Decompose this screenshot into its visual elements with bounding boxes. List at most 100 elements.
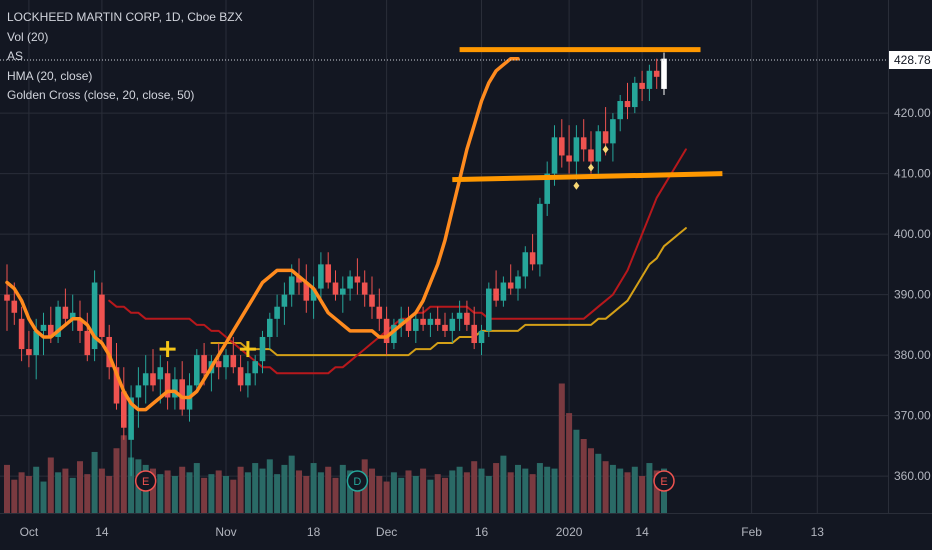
candle (566, 125, 572, 174)
candle (507, 264, 514, 295)
candle-body (434, 318, 441, 325)
volume-bar (179, 466, 186, 513)
volume-bar (369, 468, 375, 513)
volume-bar (201, 477, 208, 513)
candle-body (661, 58, 667, 89)
volume-bar (244, 472, 251, 513)
candle-body (405, 318, 412, 331)
volume-bar (390, 472, 397, 513)
candle (347, 270, 353, 301)
time-tick-label: 14 (95, 525, 109, 539)
candle (661, 52, 667, 95)
candle-body (602, 131, 609, 144)
volume-bar (376, 476, 383, 513)
volume-bar (106, 476, 113, 513)
candle (215, 343, 222, 380)
volume-bar (40, 481, 47, 513)
candle-body (142, 373, 149, 386)
candle-body (391, 324, 397, 344)
volume-bar (4, 464, 10, 513)
candle-body (537, 203, 543, 265)
candle-body (551, 137, 558, 174)
volume-bar (646, 463, 653, 513)
candle (493, 270, 499, 307)
volume-bar (274, 474, 281, 513)
candle (310, 276, 317, 319)
candle (486, 282, 492, 337)
volume-bar (230, 479, 237, 513)
candle-body (646, 70, 653, 89)
candle (522, 246, 529, 289)
time-tick-label: 16 (475, 525, 489, 539)
candle-body (62, 306, 69, 319)
candle-body (237, 367, 244, 386)
volume-bar (463, 472, 470, 513)
trend-line-drawing (452, 171, 723, 183)
candle-body (471, 324, 477, 344)
candle-body (223, 355, 229, 368)
volume-bar (223, 476, 229, 513)
candle-body (456, 312, 463, 319)
candle-body (281, 294, 288, 307)
candle-body (632, 82, 638, 108)
dividend-badge[interactable]: D (346, 470, 369, 492)
candle (99, 282, 105, 344)
candle-body (215, 361, 222, 368)
candle (40, 312, 47, 356)
candle-body (442, 324, 448, 331)
symbol-title[interactable]: LOCKHEED MARTIN CORP, 1D, Cboe BZX (7, 10, 243, 24)
candle-body (18, 318, 25, 350)
candle-body (464, 312, 470, 325)
candle-body (376, 306, 383, 319)
candle-body (325, 264, 331, 283)
candle (391, 318, 397, 350)
golden-cross-indicator-label[interactable]: Golden Cross (close, 20, close, 50) (7, 88, 195, 102)
candle (18, 306, 25, 362)
volume-bar (347, 470, 354, 513)
volume-bar (296, 470, 302, 513)
volume-bar (47, 457, 54, 513)
last-price-tag (889, 51, 932, 69)
volume-bar (442, 477, 448, 513)
candle (369, 276, 375, 319)
time-tick-label: 14 (635, 525, 649, 539)
earnings-badge[interactable]: E (653, 470, 675, 492)
volume-bar (536, 463, 543, 513)
candle (4, 264, 10, 331)
candle-body (486, 288, 492, 331)
candle (55, 300, 61, 344)
candle-body (340, 288, 346, 295)
volume-bar (193, 463, 200, 513)
candle (179, 361, 185, 416)
event-badge-label: E (660, 476, 667, 488)
golden-cross-marker (159, 341, 176, 358)
candle-body (288, 276, 295, 295)
volume-bar (91, 451, 98, 513)
price-tick-label: 410.00 (894, 167, 931, 181)
candle (26, 330, 32, 368)
candle (580, 119, 587, 162)
candle-body (522, 252, 529, 277)
candle (413, 312, 419, 344)
candle (537, 197, 543, 277)
volume-bars (4, 383, 667, 513)
candle-body (515, 276, 521, 289)
volume-bar (69, 477, 76, 513)
candle-body (121, 391, 127, 428)
as-indicator-label[interactable]: AS (7, 49, 24, 63)
volume-indicator-label[interactable]: Vol (20) (7, 29, 49, 44)
volume-bar (529, 474, 536, 513)
time-tick-label: 2020 (556, 525, 583, 539)
volume-bar (77, 461, 83, 513)
candle-body (179, 379, 185, 410)
ma50-line (210, 227, 687, 357)
chart-legend: LOCKHEED MARTIN CORP, 1D, Cboe BZX Vol (… (7, 8, 243, 106)
candle (325, 252, 331, 289)
candle-body (113, 367, 120, 404)
candle (91, 270, 98, 362)
earnings-badge[interactable]: E (134, 470, 157, 492)
hma-indicator-label[interactable]: HMA (20, close) (7, 68, 93, 83)
volume-bar (332, 477, 339, 513)
